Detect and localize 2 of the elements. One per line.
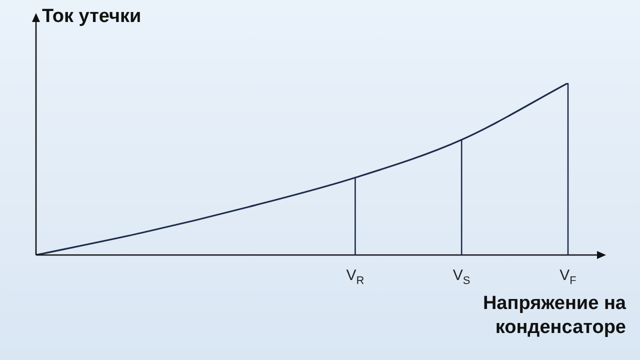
x-axis-title: Напряжение на конденсаторе xyxy=(482,292,626,340)
y-axis-title: Ток утечки xyxy=(42,6,142,28)
